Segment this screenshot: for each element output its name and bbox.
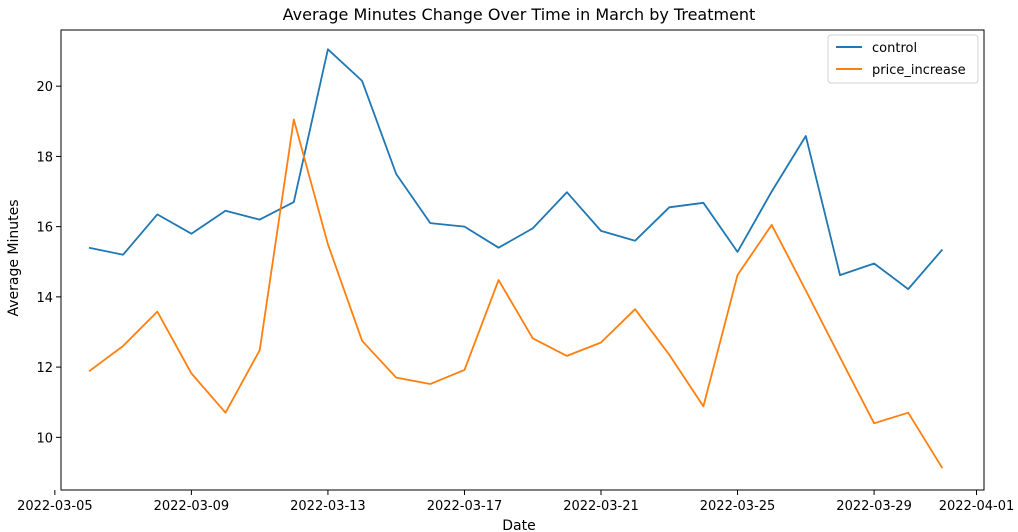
y-axis-label: Average Minutes	[6, 199, 22, 316]
legend-label-control: control	[872, 41, 917, 56]
series-line-control	[88, 48, 944, 291]
legend-label-price_increase: price_increase	[872, 63, 966, 78]
y-tick-label: 10	[36, 431, 53, 446]
x-tick-label: 2022-03-17	[427, 499, 503, 514]
plot-area: 10 12 14 16 18 20 2022-03-05 2022-03-09 2022-03-…	[17, 29, 1015, 514]
series-line-price_increase	[88, 118, 944, 469]
y-tick-label: 14	[36, 291, 53, 306]
x-tick-label: 2022-03-09	[154, 499, 230, 514]
x-tick-label: 2022-03-13	[290, 499, 366, 514]
y-tick-label: 18	[36, 150, 53, 165]
y-tick-label: 16	[36, 221, 53, 236]
x-tick-label: 2022-04-01	[939, 499, 1015, 514]
legend-box	[827, 34, 979, 84]
legend: control price_increase	[827, 34, 979, 84]
y-tick-label: 20	[36, 80, 53, 95]
x-tick-label: 2022-03-05	[17, 499, 93, 514]
x-axis-label: Date	[502, 518, 535, 532]
x-tick-label: 2022-03-25	[700, 499, 776, 514]
plot-frame	[60, 29, 985, 491]
y-tick-label: 12	[36, 361, 53, 376]
x-tick-label: 2022-03-29	[836, 499, 912, 514]
x-tick-label: 2022-03-21	[563, 499, 639, 514]
chart-title: Average Minutes Change Over Time in Marc…	[283, 5, 756, 24]
